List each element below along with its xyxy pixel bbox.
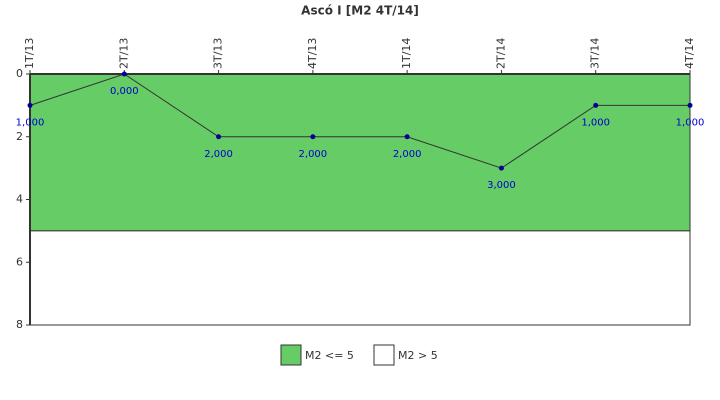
point — [498, 165, 504, 171]
value-label: 2,000 — [204, 149, 233, 160]
value-label: 1,000 — [581, 117, 610, 128]
band — [29, 73, 691, 232]
value-label: 0,000 — [110, 86, 139, 97]
x-tick-label: 3T/13 — [212, 38, 225, 69]
legend-swatch — [280, 344, 302, 366]
value-label: 1,000 — [676, 117, 705, 128]
x-tick-label: 2T/14 — [494, 38, 507, 69]
point — [27, 102, 33, 108]
x-tick-label: 2T/13 — [117, 38, 130, 69]
point — [593, 102, 599, 108]
y-tick-label: 4 — [16, 193, 23, 206]
point — [687, 102, 693, 108]
point — [310, 134, 316, 140]
legend-swatch — [373, 344, 395, 366]
legend-label: M2 > 5 — [398, 349, 438, 362]
point — [216, 134, 222, 140]
point — [121, 71, 127, 77]
y-tick-label: 6 — [16, 255, 23, 268]
point — [404, 134, 410, 140]
y-tick-label: 0 — [16, 67, 23, 80]
x-tick-label: 1T/14 — [400, 38, 413, 69]
y-tick-label: 8 — [16, 318, 23, 331]
value-label: 1,000 — [16, 117, 45, 128]
value-label: 3,000 — [487, 180, 516, 191]
x-tick-label: 4T/14 — [683, 38, 696, 69]
band — [29, 230, 691, 326]
x-tick-label: 4T/13 — [306, 38, 319, 69]
value-label: 2,000 — [393, 149, 422, 160]
x-tick-label: 1T/13 — [23, 38, 36, 69]
value-label: 2,000 — [299, 149, 328, 160]
y-tick-label: 2 — [16, 130, 23, 143]
chart-title: Ascó I [M2 4T/14] — [301, 4, 419, 18]
x-tick-label: 3T/14 — [589, 38, 602, 69]
legend-label: M2 <= 5 — [305, 349, 354, 362]
line — [29, 73, 690, 169]
